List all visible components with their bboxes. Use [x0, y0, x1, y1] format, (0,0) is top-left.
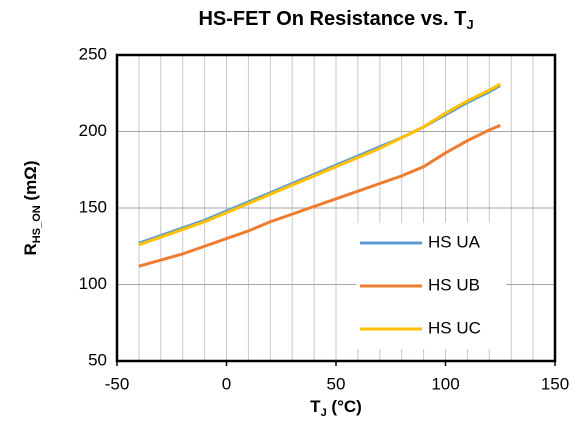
y-axis-label: RHS_ON (mΩ) — [21, 161, 42, 256]
x-tick-label: 50 — [327, 374, 346, 393]
plot-border — [115, 53, 557, 363]
chart-title: HS-FET On Resistance vs. TJ — [198, 8, 473, 32]
data-line — [138, 123, 501, 268]
y-tick-label: 250 — [79, 44, 107, 63]
x-tick-label: 0 — [222, 374, 231, 393]
legend-label: HS UB — [428, 275, 480, 294]
x-axis-label: TJ (°C) — [310, 397, 362, 418]
legend-label: HS UC — [428, 318, 481, 337]
y-tick-label: 150 — [79, 197, 107, 216]
title-sub: J — [466, 17, 473, 32]
y-tick-label: 100 — [79, 274, 107, 293]
x-tick-label: -50 — [105, 374, 130, 393]
y-tick-label: 200 — [79, 121, 107, 140]
y-label-sub: HS_ON — [31, 205, 43, 243]
x-label-sub: J — [321, 407, 327, 419]
data-line — [138, 84, 501, 245]
x-tick-label: 100 — [431, 374, 459, 393]
y-label-unit: (mΩ) — [21, 161, 40, 206]
data-line — [138, 82, 501, 247]
x-label-main: T — [310, 397, 321, 416]
x-tick-label: 150 — [541, 374, 569, 393]
legend-label: HS UA — [428, 232, 481, 251]
y-label-main: R — [21, 243, 40, 255]
y-tick-label: 50 — [88, 350, 107, 369]
title-main: HS-FET On Resistance vs. T — [198, 8, 466, 30]
x-label-unit: (°C) — [327, 397, 362, 416]
